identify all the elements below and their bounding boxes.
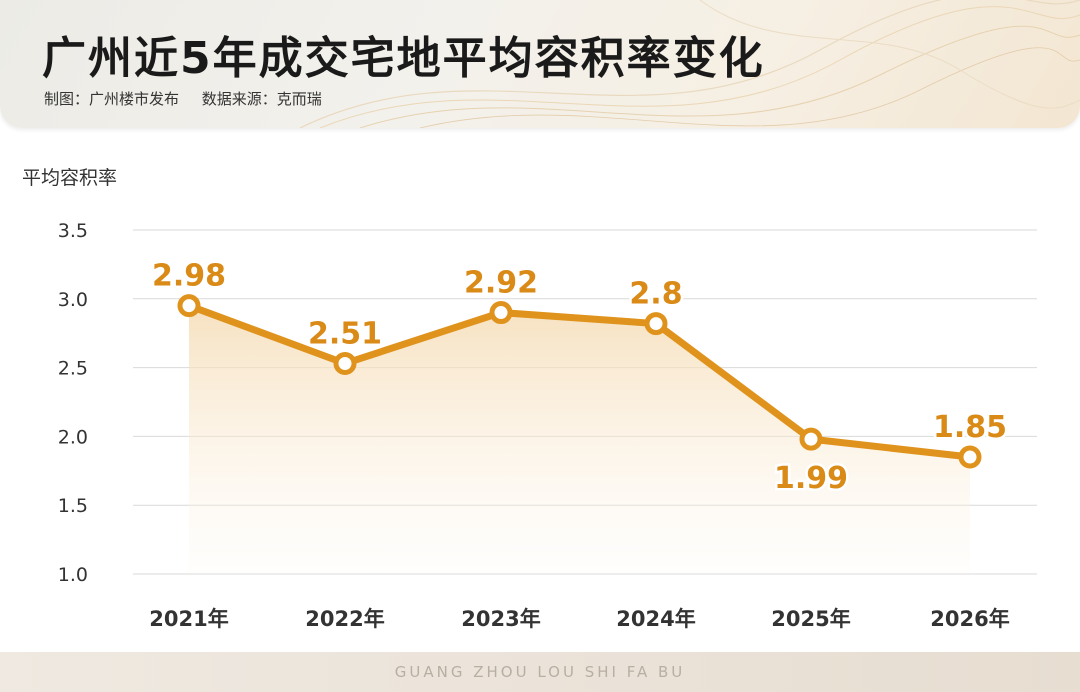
x-tick-label: 2023年 — [461, 607, 540, 631]
y-tick-label: 1.5 — [58, 495, 88, 517]
page-title: 广州近5年成交宅地平均容积率变化 — [42, 33, 765, 84]
data-point — [799, 427, 823, 451]
data-point — [958, 445, 982, 469]
data-point — [644, 312, 668, 336]
data-point — [177, 294, 201, 318]
x-tick-label: 2021年 — [149, 607, 228, 631]
y-axis-label: 平均容积率 — [22, 167, 117, 189]
credit-line: 制图：广州楼市发布 数据来源：克而瑞 — [44, 88, 340, 109]
y-tick-label: 2.5 — [58, 358, 88, 380]
y-tick-label: 3.5 — [58, 220, 88, 242]
y-tick-labels: 1.0 1.5 2.0 2.5 3.0 3.5 — [58, 220, 88, 586]
y-tick-label: 2.0 — [58, 426, 88, 448]
x-tick-label: 2026年 — [930, 607, 1009, 631]
y-tick-label: 3.0 — [58, 289, 88, 311]
data-label: 1.85 — [933, 410, 1007, 445]
source-text: 数据来源：克而瑞 — [201, 90, 322, 108]
header-banner: 广州近5年成交宅地平均容积率变化 制图：广州楼市发布 数据来源：克而瑞 — [0, 0, 1080, 128]
decorative-waves — [299, 0, 1080, 128]
made-by-text: 制图：广州楼市发布 — [44, 90, 180, 108]
data-label: 2.8 — [629, 277, 682, 312]
x-tick-label: 2025年 — [771, 607, 850, 631]
data-label: 2.51 — [308, 316, 382, 351]
data-points — [177, 294, 982, 469]
data-label: 1.99 — [774, 461, 848, 496]
data-label: 2.98 — [152, 259, 226, 294]
x-tick-label: 2022年 — [305, 607, 384, 631]
y-tick-label: 1.0 — [58, 564, 88, 586]
footer-text: GUANG ZHOU LOU SHI FA BU — [394, 663, 686, 681]
data-point — [333, 351, 357, 375]
x-tick-label: 2024年 — [616, 607, 695, 631]
data-labels: 2.98 2.51 2.92 2.8 1.99 1.85 — [149, 256, 1009, 498]
data-label: 2.92 — [464, 266, 538, 301]
area-fill — [189, 305, 970, 574]
line-chart: 平均容积率 1.0 1.5 2.0 2.5 3.0 3.5 2021年 2022年 2023年… — [22, 167, 1037, 631]
series-line — [185, 302, 974, 461]
data-point — [489, 301, 513, 325]
footer-bar: GUANG ZHOU LOU SHI FA BU — [0, 652, 1080, 692]
x-tick-labels: 2021年 2022年 2023年 2024年 2025年 2026年 — [149, 607, 1009, 631]
